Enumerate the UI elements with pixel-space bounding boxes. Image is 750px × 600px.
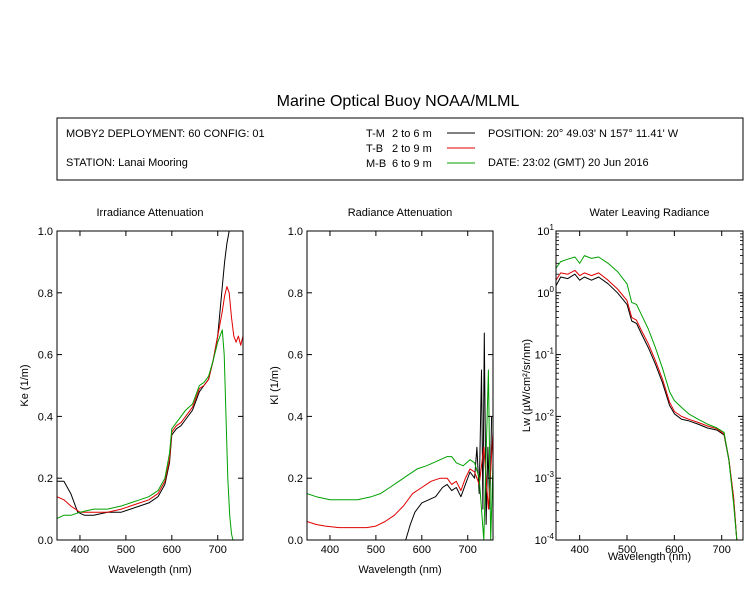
x-tick-label: 400 — [570, 544, 588, 556]
y-tick-label: 0.8 — [288, 288, 303, 300]
info-box-frame — [56, 117, 744, 181]
deployment-text: MOBY2 DEPLOYMENT: 60 CONFIG: 01 — [66, 128, 265, 140]
series-line-m-b — [57, 329, 234, 540]
x-tick-label: 700 — [713, 544, 731, 556]
x-tick-label: 600 — [413, 544, 431, 556]
plot-frame — [306, 230, 494, 541]
station-text: STATION: Lanai Mooring — [66, 157, 188, 169]
series-line-t-m — [556, 273, 738, 540]
y-tick-label: 0.0 — [288, 535, 303, 547]
series-line-m-b — [307, 369, 493, 540]
series-line-t-b — [307, 431, 493, 529]
chart-title: Water Leaving Radiance — [589, 207, 709, 219]
y-axis-label: Lw (µW/cm²/sr/nm) — [521, 339, 533, 432]
x-tick-label: 500 — [367, 544, 385, 556]
plot-frame — [555, 230, 744, 541]
x-tick-label: 500 — [117, 544, 135, 556]
series-line-t-m — [405, 332, 493, 540]
irradiance-chart: Irradiance Attenuation 400 500 600 700 0.0 0.2… — [19, 207, 244, 576]
y-axis-label: Ke (1/m) — [19, 364, 31, 406]
y-axis-label: Kl (1/m) — [269, 366, 281, 405]
y-tick-label: 0.8 — [38, 288, 53, 300]
x-tick-label: 500 — [618, 544, 636, 556]
y-tick-label: 0.2 — [288, 473, 303, 485]
legend-label: M-B — [366, 158, 386, 170]
legend-label: T-B — [366, 143, 383, 155]
x-tick-label: 600 — [163, 544, 181, 556]
series-line-t-b — [57, 286, 243, 513]
date-text: DATE: 23:02 (GMT) 20 Jun 2016 — [488, 157, 649, 169]
y-tick-label: 100 — [537, 285, 554, 300]
y-tick-label: 1.0 — [288, 226, 303, 238]
plot-frame — [56, 230, 244, 541]
y-tick-label: 10-1 — [535, 347, 555, 362]
legend-label: T-M — [366, 128, 385, 140]
legend-range: 2 to 6 m — [392, 128, 432, 140]
x-tick-label: 400 — [71, 544, 89, 556]
x-tick-label: 400 — [321, 544, 339, 556]
y-tick-label: 1.0 — [38, 226, 53, 238]
y-tick-label: 10-4 — [535, 532, 555, 547]
x-axis-label: Wavelength (nm) — [108, 564, 191, 576]
y-tick-label: 0.6 — [38, 350, 53, 362]
legend: T-M 2 to 6 m T-B 2 to 9 m M-B 6 to 9 m — [366, 128, 475, 170]
y-tick-label: 0.0 — [38, 535, 53, 547]
series-line-m-b — [556, 255, 738, 540]
y-tick-label: 10-2 — [535, 408, 555, 423]
position-text: POSITION: 20° 49.03' N 157° 11.41' W — [488, 128, 679, 140]
x-tick-label: 600 — [665, 544, 683, 556]
chart-title: Radiance Attenuation — [348, 207, 453, 219]
x-axis-label: Wavelength (nm) — [608, 551, 691, 563]
series-line-t-b — [556, 269, 738, 540]
page-title: Marine Optical Buoy NOAA/MLML — [277, 93, 520, 110]
radiance-chart: Radiance Attenuation 400 500 600 700 0.0 0.2 0.… — [269, 207, 494, 576]
y-tick-label: 0.4 — [288, 411, 303, 423]
y-tick-label: 101 — [537, 223, 554, 238]
y-tick-label: 0.2 — [38, 473, 53, 485]
legend-range: 6 to 9 m — [392, 158, 432, 170]
x-axis-label: Wavelength (nm) — [358, 564, 441, 576]
y-tick-label: 10-3 — [535, 470, 555, 485]
chart-title: Irradiance Attenuation — [96, 207, 203, 219]
series-line-t-m — [57, 231, 230, 516]
y-tick-label: 0.4 — [38, 411, 53, 423]
info-box: MOBY2 DEPLOYMENT: 60 CONFIG: 01 STATION:… — [56, 117, 744, 181]
legend-range: 2 to 9 m — [392, 143, 432, 155]
x-tick-label: 700 — [209, 544, 227, 556]
water-leaving-radiance-chart: Water Leaving Radiance 400 500 600 700 10-4 10… — [521, 207, 744, 563]
y-tick-label: 0.6 — [288, 350, 303, 362]
x-tick-label: 700 — [459, 544, 477, 556]
